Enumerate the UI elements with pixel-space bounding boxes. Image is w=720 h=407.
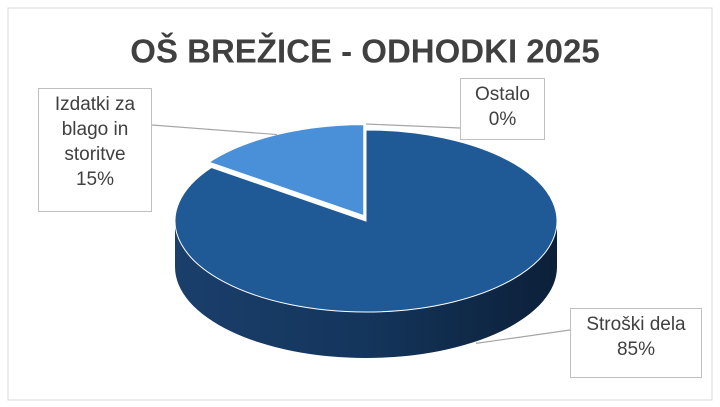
data-label: Ostalo 0% bbox=[460, 78, 545, 140]
chart-title: OŠ BREŽICE - ODHODKI 2025 bbox=[130, 32, 599, 70]
data-label: Izdatki za blago in storitve 15% bbox=[38, 88, 152, 212]
pie bbox=[151, 123, 571, 358]
leader-line bbox=[365, 123, 461, 129]
category-label: Stroški dela bbox=[586, 314, 686, 335]
value-label: 0% bbox=[488, 109, 517, 130]
value-label: 85% bbox=[616, 339, 656, 360]
pie-side bbox=[175, 221, 557, 358]
data-label: Stroški dela 85% bbox=[570, 308, 702, 378]
pie-slice bbox=[174, 129, 558, 313]
leader-line bbox=[151, 124, 278, 136]
category-label: Izdatki za blago in storitve bbox=[54, 94, 136, 165]
pie-slice bbox=[208, 124, 365, 217]
category-label: Ostalo bbox=[475, 84, 530, 105]
value-label: 15% bbox=[75, 169, 115, 190]
leader-line bbox=[475, 329, 571, 344]
